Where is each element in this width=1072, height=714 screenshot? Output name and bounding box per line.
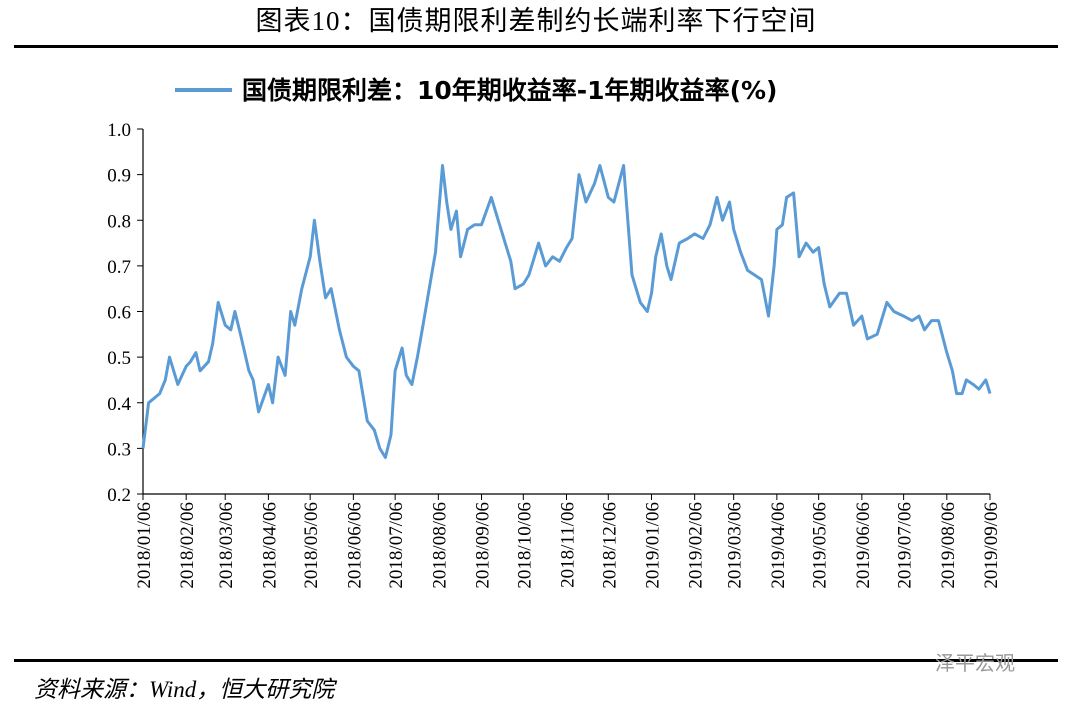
x-tick-label: 2019/09/06 bbox=[981, 502, 1002, 589]
y-tick-label: 0.5 bbox=[107, 348, 131, 369]
y-tick-label: 0.6 bbox=[107, 303, 131, 324]
y-tick-label: 0.8 bbox=[107, 211, 131, 232]
x-tick-label: 2018/11/06 bbox=[558, 502, 579, 588]
x-tick-label: 2019/06/06 bbox=[853, 502, 874, 589]
legend-label: 国债期限利差：10年期收益率-1年期收益率(%) bbox=[242, 76, 777, 105]
x-tick-label: 2019/04/06 bbox=[768, 502, 789, 589]
x-tick-label: 2018/05/06 bbox=[301, 502, 322, 589]
x-tick-label: 2019/05/06 bbox=[810, 502, 831, 589]
x-tick-label: 2018/06/06 bbox=[344, 502, 365, 589]
x-tick-label: 2019/07/06 bbox=[895, 502, 916, 589]
x-tick-label: 2018/10/06 bbox=[514, 502, 535, 589]
bottom-rule bbox=[14, 659, 1058, 662]
y-tick-label: 0.3 bbox=[107, 439, 131, 460]
x-tick-label: 2018/07/06 bbox=[386, 502, 407, 589]
x-tick-label: 2018/01/06 bbox=[134, 502, 155, 589]
data-line bbox=[141, 164, 992, 459]
y-tick-label: 0.9 bbox=[107, 166, 131, 187]
source-note: 资料来源：Wind，恒大研究院 bbox=[34, 677, 337, 702]
x-tick-label: 2019/03/06 bbox=[725, 502, 746, 589]
x-tick-label: 2019/01/06 bbox=[642, 502, 663, 589]
x-tick-label: 2018/08/06 bbox=[429, 502, 450, 589]
x-tick-label: 2018/09/06 bbox=[473, 502, 494, 589]
watermark: 泽平宏观 bbox=[935, 651, 1015, 675]
y-tick-label: 0.7 bbox=[107, 257, 131, 278]
y-tick-label: 1.0 bbox=[107, 120, 131, 141]
x-tick-label: 2018/02/06 bbox=[177, 502, 198, 589]
x-tick-label: 2018/03/06 bbox=[216, 502, 237, 589]
chart-title: 图表10：国债期限利差制约长端利率下行空间 bbox=[256, 6, 817, 36]
top-rule bbox=[14, 45, 1058, 48]
y-tick-label: 0.2 bbox=[107, 485, 131, 506]
x-tick-label: 2018/04/06 bbox=[259, 502, 280, 589]
x-tick-label: 2019/02/06 bbox=[686, 502, 707, 589]
x-tick-label: 2019/08/06 bbox=[938, 502, 959, 589]
x-tick-label: 2018/12/06 bbox=[599, 502, 620, 589]
y-tick-label: 0.4 bbox=[107, 394, 131, 415]
